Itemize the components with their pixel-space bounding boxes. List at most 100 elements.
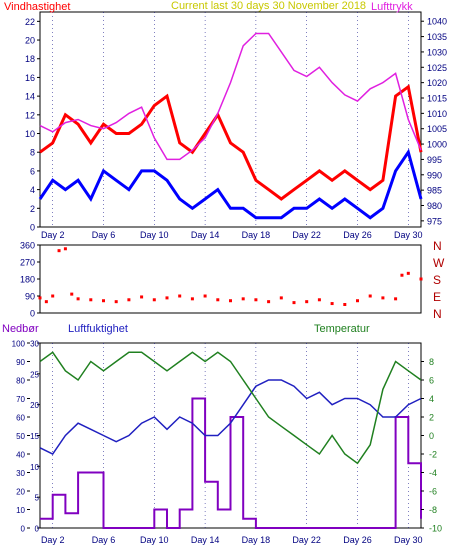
direction-point: [305, 300, 309, 304]
bottom-x-tick-label: Day 6: [92, 535, 116, 545]
temperature-axis-label: Temperatur: [314, 323, 370, 335]
temperature-tick-label: 2: [429, 413, 434, 423]
direction-point: [368, 294, 372, 298]
pressure-tick-label: 1020: [427, 78, 447, 88]
direction-point: [241, 297, 245, 301]
rain-tick-label: 0: [21, 525, 26, 534]
wind-tick-label: 2: [30, 204, 35, 214]
rain-tick-label: 20: [16, 488, 25, 497]
chart-title: Current last 30 days 30 November 2018: [171, 0, 366, 12]
bottom-x-tick-label: Day 10: [140, 535, 169, 545]
humidity-tick-label: 10: [30, 463, 39, 472]
wind-pressure-marks: [38, 12, 423, 227]
humidity-tick-label: 15: [30, 432, 39, 441]
wind-tick-label: 18: [25, 54, 35, 64]
top-x-tick-label: Day 22: [292, 230, 321, 240]
top-x-axis: Day 2 Day 6 Day 10 Day 14 Day 18 Day 22 Day 26…: [41, 230, 423, 240]
wind-speed-axis: 0 2 4 6 8 10 12 14 16 18 20 22: [25, 17, 40, 233]
wind-tick-label: 8: [30, 148, 35, 158]
compass-label: S: [433, 273, 441, 287]
rain-axis: 0 10 20 30 40 50 60 70 80 90 100: [12, 340, 30, 534]
pressure-tick-label: 1030: [427, 47, 447, 57]
direction-point: [229, 299, 232, 303]
wind-tick-label: 14: [25, 92, 35, 102]
temperature-tick-label: -6: [429, 487, 437, 497]
bottom-x-tick-label: Day 14: [191, 535, 220, 545]
rain-tick-label: 40: [16, 451, 25, 460]
top-x-tick-label: Day 26: [343, 230, 372, 240]
direction-point: [114, 300, 118, 304]
top-x-tick-label: Day 10: [140, 230, 169, 240]
temperature-tick-label: -10: [429, 524, 442, 534]
bottom-x-tick-label: Day 26: [343, 535, 372, 545]
compass-label: W: [433, 256, 445, 270]
humidity-axis: 0 5 10 15 20 25 30: [30, 340, 40, 534]
wind-tick-label: 6: [30, 166, 35, 176]
pressure-tick-label: 1035: [427, 32, 447, 42]
direction-axis: 0 90 180 270 360: [20, 241, 40, 319]
bottom-x-axis: Day 2 Day 6 Day 10 Day 14 Day 18 Day 22 Day 26…: [41, 535, 423, 545]
pressure-tick-label: 1015: [427, 94, 447, 104]
pressure-tick-label: 1000: [427, 140, 447, 150]
humidity-axis-label: Luftfuktighet: [68, 323, 128, 335]
top-x-tick-label: Day 6: [92, 230, 116, 240]
direction-point: [140, 295, 144, 299]
direction-point: [317, 298, 321, 302]
direction-tick-label: 0: [30, 309, 35, 319]
direction-point: [292, 301, 296, 305]
wind-average-line: [38, 148, 423, 220]
humidity-tick-label: 30: [30, 340, 39, 349]
pressure-tick-label: 980: [427, 201, 442, 211]
temperature-tick-label: 8: [429, 357, 434, 367]
direction-point: [203, 294, 207, 298]
pressure-axis: 975 980 985 990 995 1000 1005 1010 1015 1020 1025 1…: [421, 17, 447, 226]
pressure-tick-label: 1005: [427, 124, 447, 134]
compass-label: N: [433, 307, 442, 321]
direction-point: [76, 297, 80, 301]
wind-gust-line: [39, 84, 423, 201]
wind-direction-plot-area: [39, 244, 422, 314]
wind-tick-label: 0: [30, 223, 35, 233]
pressure-tick-label: 1025: [427, 63, 447, 73]
rain-tick-label: 80: [16, 377, 25, 386]
rain-tick-label: 50: [16, 432, 25, 441]
rain-tick-label: 10: [16, 506, 25, 515]
direction-tick-label: 360: [20, 241, 35, 251]
direction-point: [152, 298, 156, 302]
direction-point: [267, 300, 271, 304]
direction-point: [44, 300, 48, 304]
top-x-tick-label: Day 30: [394, 230, 423, 240]
direction-point: [89, 298, 93, 302]
wind-pressure-plot-area: [39, 11, 422, 228]
compass-label: N: [433, 239, 442, 253]
pressure-tick-label: 990: [427, 170, 442, 180]
direction-point: [343, 303, 347, 306]
rain-tick-label: 90: [16, 358, 25, 367]
pressure-axis-label: Lufttrykk: [371, 1, 413, 13]
temperature-axis: -10 -8 -6 -4 -2 0 2 4 6 8: [421, 357, 442, 534]
rain-tick-label: 100: [12, 340, 26, 349]
top-x-tick-label: Day 18: [242, 230, 271, 240]
direction-point: [419, 277, 423, 281]
wind-speed-axis-label: Vindhastighet: [4, 1, 70, 13]
direction-point: [394, 297, 398, 301]
humidity-line: [39, 379, 422, 455]
humidity-tick-label: 0: [35, 525, 40, 534]
direction-point: [57, 249, 61, 253]
direction-point: [38, 296, 42, 300]
bottom-x-tick-label: Day 18: [242, 535, 271, 545]
temperature-tick-label: -8: [429, 505, 437, 515]
direction-point: [127, 298, 131, 302]
direction-point: [190, 297, 194, 301]
bottom-x-tick-label: Day 2: [41, 535, 65, 545]
direction-tick-label: 90: [25, 292, 35, 302]
rain-line: [40, 397, 422, 529]
pressure-tick-label: 1010: [427, 109, 447, 119]
humidity-tick-label: 20: [30, 401, 39, 410]
pressure-tick-label: 995: [427, 155, 442, 165]
direction-point: [406, 271, 410, 275]
top-x-tick-label: Day 2: [41, 230, 65, 240]
